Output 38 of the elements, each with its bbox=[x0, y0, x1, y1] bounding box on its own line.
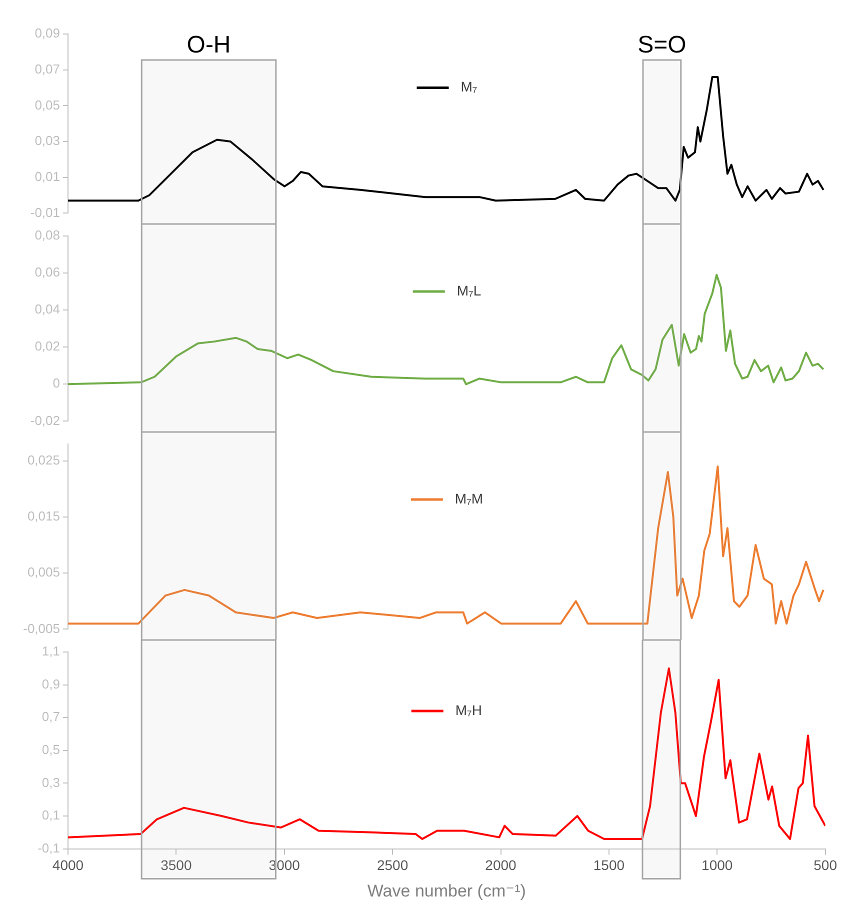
y-tick-label: 0,9 bbox=[42, 676, 60, 692]
y-tick-label: 0,01 bbox=[34, 168, 60, 184]
x-tick-label: 1500 bbox=[593, 857, 625, 874]
y-tick-label: 0 bbox=[52, 376, 60, 391]
y-tick-label: -0,01 bbox=[30, 204, 60, 220]
y-tick-label: 0,5 bbox=[42, 742, 60, 757]
x-tick-label: 4000 bbox=[52, 857, 84, 874]
y-tick-label: 0,09 bbox=[34, 26, 60, 41]
y-tick-label: 0,07 bbox=[34, 61, 60, 76]
band-label: S=O bbox=[638, 32, 686, 59]
legend-label: M₇ bbox=[460, 78, 478, 95]
y-tick-label: 0,005 bbox=[27, 564, 60, 580]
y-tick-label: 0,3 bbox=[42, 774, 60, 790]
y-tick-label: 0,03 bbox=[34, 133, 60, 148]
y-tick-label: 0,1 bbox=[42, 808, 60, 823]
x-tick-label: 3500 bbox=[160, 857, 192, 874]
y-tick-label: 0,04 bbox=[34, 302, 60, 317]
x-tick-label: 2000 bbox=[485, 857, 517, 874]
legend-label: M₇H bbox=[455, 702, 482, 718]
y-tick-label: 0,08 bbox=[34, 228, 60, 243]
legend-label: M₇L bbox=[456, 282, 482, 298]
legend-label: M₇M bbox=[454, 490, 484, 506]
y-tick-label: 0,015 bbox=[27, 508, 60, 524]
y-tick-label: 0,06 bbox=[34, 264, 60, 280]
y-tick-label: 0,02 bbox=[34, 338, 60, 354]
x-tick-label: 1000 bbox=[702, 857, 733, 874]
x-axis-title: Wave number (cm⁻¹) bbox=[367, 881, 526, 900]
y-tick-label: -0,02 bbox=[30, 412, 60, 428]
x-tick-label: 500 bbox=[814, 857, 838, 874]
y-tick-label: -0,005 bbox=[23, 620, 60, 636]
band-label: O-H bbox=[186, 32, 231, 59]
y-tick-label: -0,1 bbox=[38, 840, 60, 856]
y-tick-label: 1,1 bbox=[42, 644, 60, 659]
y-tick-label: 0,7 bbox=[42, 709, 60, 724]
y-tick-label: 0,05 bbox=[34, 97, 60, 112]
y-tick-label: 0,025 bbox=[27, 452, 60, 468]
x-tick-label: 3000 bbox=[268, 857, 300, 874]
x-tick-label: 2500 bbox=[376, 857, 408, 874]
